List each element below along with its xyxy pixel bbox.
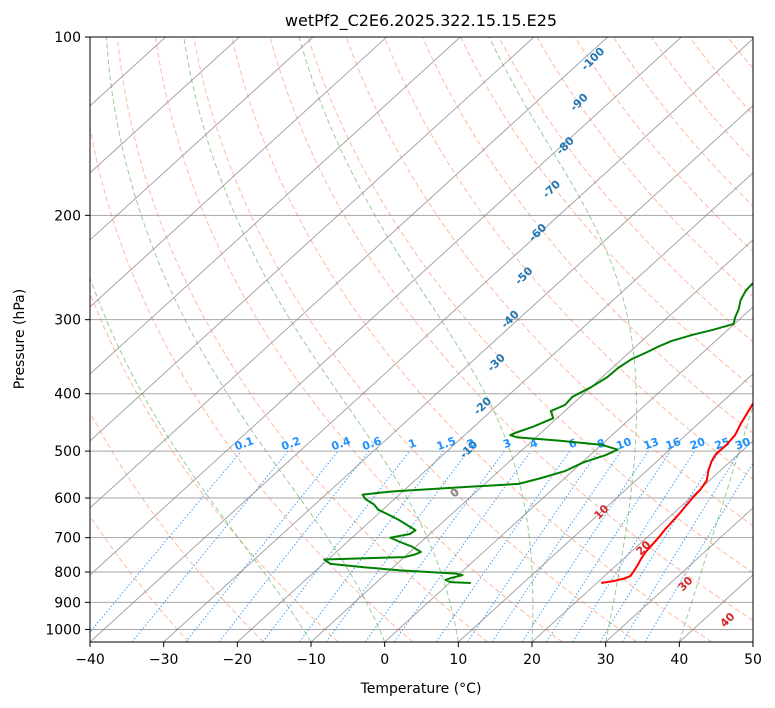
isotherm-line	[90, 37, 388, 308]
moist-adiabat-line	[183, 37, 459, 642]
dry-adiabat-line	[612, 37, 753, 207]
x-tick-label: 0	[380, 652, 389, 668]
y-tick-label: 800	[54, 565, 81, 581]
isotherm-line	[384, 306, 753, 642]
dry-adiabat-line	[383, 37, 753, 480]
axes: −40 −30 −20 −10 0 10 20 30 40 5010020030040050060…	[45, 30, 762, 668]
mixing-ratio-label: 1.5	[435, 434, 458, 453]
mixing-ratio-line	[325, 450, 469, 642]
mixing-ratio-label: 13	[642, 435, 661, 452]
y-tick-label: 700	[54, 531, 81, 547]
mixing-ratio-line	[218, 450, 370, 642]
mixing-ratio-line	[572, 450, 696, 642]
dry-adiabat-line	[345, 37, 753, 527]
mixing-ratio-line	[298, 450, 444, 642]
mixing-ratio-line	[521, 450, 649, 642]
mixing-ratio-line	[90, 450, 242, 633]
isotherm-line	[90, 37, 461, 375]
mixing-ratio-label: 2	[465, 436, 477, 451]
y-tick-label: 400	[54, 387, 81, 403]
dry-adiabat-line	[422, 37, 753, 434]
dewpoint-line	[323, 281, 753, 584]
x-tick-label: −10	[296, 652, 326, 668]
isotherm-line	[605, 507, 753, 642]
x-tick-label: −30	[149, 652, 179, 668]
isotherm-line	[90, 37, 609, 509]
mixing-ratio-label: 6	[567, 436, 579, 451]
background-lines	[90, 37, 753, 642]
y-tick-label: 100	[54, 30, 81, 46]
y-axis-label: Pressure (hPa)	[12, 289, 28, 389]
x-axis-label: Temperature (°C)	[360, 681, 482, 697]
mixing-ratio-label: 30	[733, 435, 752, 453]
mixing-ratio-line	[599, 450, 720, 642]
mixing-ratio-label: 0.1	[233, 434, 256, 453]
x-tick-label: −20	[223, 652, 253, 668]
x-tick-label: 50	[744, 652, 762, 668]
mixing-ratio-label: 1	[407, 436, 419, 451]
dry-adiabat-line	[460, 37, 753, 389]
x-tick-label: 10	[449, 652, 467, 668]
dry-adiabat-line	[116, 37, 488, 642]
isotherm-line	[457, 373, 753, 642]
mixing-ratio-label: 0.2	[280, 434, 303, 453]
mixing-ratio-line	[491, 450, 622, 642]
mixing-ratio-label: 3	[501, 436, 513, 451]
mixing-ratio-label: 0.4	[330, 434, 353, 453]
mixing-ratio-line	[364, 450, 505, 642]
y-tick-label: 300	[54, 313, 81, 329]
mixing-ratio-line	[621, 450, 741, 642]
y-tick-label: 200	[54, 208, 81, 224]
dry-adiabat-line	[498, 37, 753, 343]
dry-adiabat-line	[231, 37, 712, 642]
dry-adiabat-line	[307, 37, 753, 574]
mixing-ratio-label: 4	[528, 436, 540, 451]
mixing-ratio-label: 10	[614, 435, 633, 453]
dry-adiabat-line	[574, 37, 753, 253]
dry-adiabat-line	[193, 37, 638, 642]
mixing-ratio-line	[435, 450, 571, 642]
isotherm-line	[90, 37, 240, 174]
moist-adiabat-line	[298, 37, 534, 642]
x-tick-label: 20	[523, 652, 541, 668]
isotherm-line	[90, 37, 314, 241]
mixing-ratio-line	[545, 450, 671, 642]
plot-frame	[89, 36, 754, 643]
mixing-ratio-label: 0.6	[360, 434, 383, 453]
y-tick-label: 500	[54, 444, 81, 460]
y-tick-label: 1000	[45, 622, 81, 638]
chart-title: wetPf2_C2E6.2025.322.15.15.E25	[285, 11, 557, 31]
dry-adiabat-line	[155, 37, 563, 642]
mixing-ratio-label: 25	[713, 435, 732, 452]
mixing-ratio-line	[262, 450, 410, 642]
x-tick-label: 40	[670, 652, 688, 668]
temperature-line	[601, 401, 753, 584]
isotherm-line	[310, 239, 753, 642]
mixing-ratio-label: 20	[688, 435, 707, 453]
isotherm-line	[90, 38, 753, 642]
isotherm-line	[90, 37, 682, 576]
dry-adiabat-line	[90, 515, 190, 642]
y-tick-label: 900	[54, 595, 81, 611]
y-tick-label: 600	[54, 491, 81, 507]
moist-adiabat-line	[678, 403, 753, 642]
mixing-ratio-line	[644, 462, 753, 642]
dry-adiabat-line	[90, 124, 414, 642]
moist-adiabat-line	[488, 37, 638, 642]
dry-adiabat-line	[269, 37, 753, 622]
x-tick-label: 30	[597, 652, 615, 668]
mixing-ratio-line	[467, 450, 599, 642]
isotherm-line	[90, 37, 535, 442]
sounding-lines	[323, 281, 753, 584]
isotherm-line	[236, 172, 753, 642]
x-tick-label: −40	[75, 652, 105, 668]
isotherm-line	[531, 440, 753, 642]
isotherm-line	[163, 105, 753, 642]
mixing-ratio-label: 16	[664, 435, 683, 453]
